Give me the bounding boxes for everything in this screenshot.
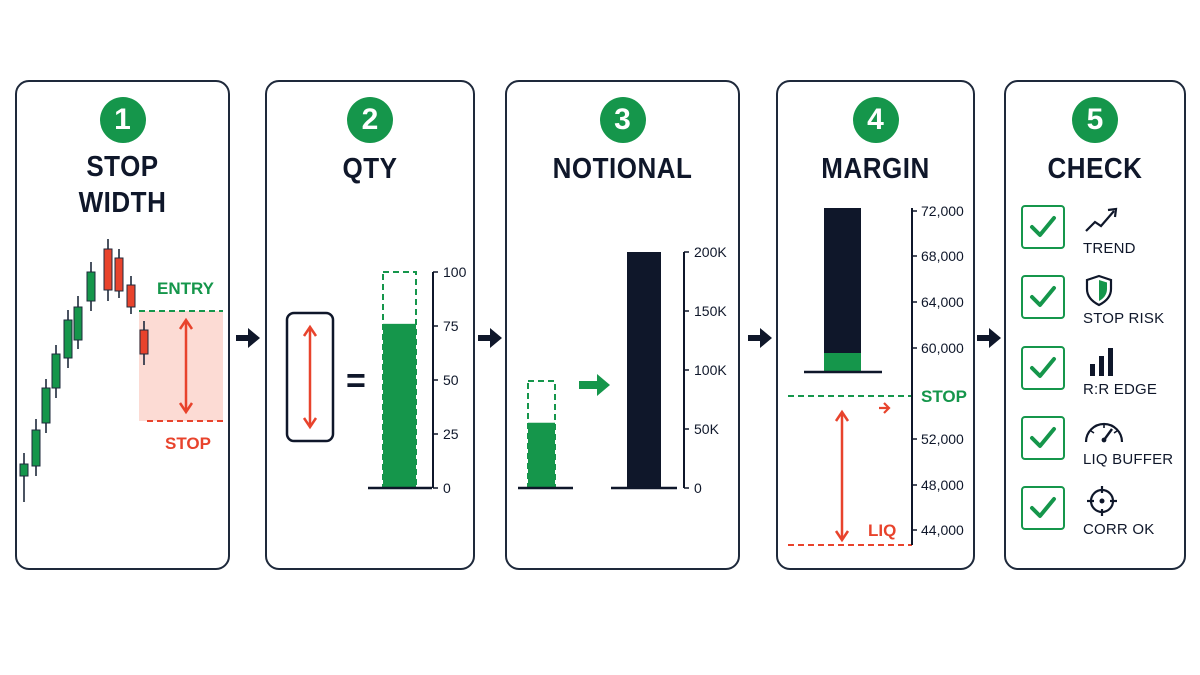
flow-arrow-1 — [236, 328, 260, 348]
axis-tick-label: 100 — [443, 264, 467, 280]
check-icon — [1030, 497, 1056, 518]
axis-tick-label: 68,000 — [921, 248, 964, 264]
stop-label: STOP — [921, 387, 967, 406]
check-label: R:R EDGE — [1083, 381, 1158, 398]
step-panel-notional: 3 NOTIONAL 200K 150K 100K 50K 0 — [505, 80, 740, 570]
candle-body — [73, 306, 83, 341]
candle-body — [41, 387, 51, 424]
trend-up-icon — [1085, 207, 1118, 232]
liq-label: LIQ — [868, 521, 896, 540]
axis-tick-label: 64,000 — [921, 294, 964, 310]
axis-tick-label: 52,000 — [921, 431, 964, 447]
candle-body — [31, 429, 41, 467]
checkbox-checked[interactable] — [1021, 416, 1065, 460]
position-bar — [824, 208, 861, 372]
check-label: LIQ BUFFER — [1083, 451, 1174, 468]
check-label: TREND — [1083, 240, 1136, 257]
qty-axis-ticks — [433, 271, 438, 489]
stop-label: STOP — [165, 434, 211, 453]
notional-figure: 200K 150K 100K 50K 0 — [518, 244, 727, 496]
gauge-icon — [1084, 422, 1124, 443]
step-badge: 4 — [852, 97, 899, 143]
candle-body — [103, 248, 113, 291]
candle-body — [126, 284, 136, 308]
axis-tick-label: 200K — [694, 244, 727, 260]
step-title: NOTIONAL — [552, 151, 693, 185]
check-item-corr-ok: CORR OK — [1006, 484, 1200, 544]
step-panel-qty: 2 QTY = 100 75 50 25 0 — [265, 80, 475, 570]
axis-tick-label: 44,000 — [921, 522, 964, 538]
axis-tick-label: 25 — [443, 426, 459, 442]
axis-tick-label: 75 — [443, 318, 459, 334]
checkbox-checked[interactable] — [1021, 486, 1065, 530]
entry-label: ENTRY — [157, 279, 215, 298]
check-label: CORR OK — [1083, 521, 1155, 538]
axis-tick-label: 50 — [443, 372, 459, 388]
step-title: MARGIN — [821, 151, 930, 185]
qty-bar-fill — [528, 422, 555, 488]
step-badge: 1 — [99, 97, 146, 143]
shield-icon — [1085, 274, 1113, 307]
checkbox-checked[interactable] — [1021, 275, 1065, 319]
candle-body — [63, 319, 73, 359]
axis-tick-label: 60,000 — [921, 340, 964, 356]
axis-tick-label: 72,000 — [921, 203, 964, 219]
step-badge: 3 — [599, 97, 646, 143]
candle-body — [86, 271, 96, 302]
axis-tick-label: 100K — [694, 362, 727, 378]
bar-chart-icon — [1090, 348, 1113, 376]
check-icon — [1030, 216, 1056, 237]
candle-body — [114, 257, 124, 292]
axis-tick-label: 150K — [694, 303, 727, 319]
step-badge: 5 — [1072, 97, 1118, 143]
green-arrow-icon — [579, 374, 610, 396]
step-panel-stop-width: 1 STOP WIDTH ENTRY STOP — [15, 80, 230, 570]
liq-distance-arrow — [834, 409, 850, 543]
check-item-liq-buffer: LIQ BUFFER — [1006, 414, 1200, 474]
notional-bar — [627, 252, 661, 488]
red-pointer-icon — [879, 402, 891, 414]
candlestick-chart: ENTRY STOP — [19, 239, 223, 502]
stop-width-arrow — [178, 317, 194, 415]
check-item-rr-edge: R:R EDGE — [1006, 344, 1200, 404]
step-title: STOP WIDTH — [78, 149, 167, 219]
axis-tick-label: 50K — [694, 421, 720, 437]
check-item-stop-risk: STOP RISK — [1006, 273, 1200, 333]
flow-arrow-2 — [478, 328, 502, 348]
margin-bar — [824, 353, 861, 372]
flow-arrow-4 — [977, 328, 1001, 348]
step-title: QTY — [342, 151, 398, 185]
step-badge: 2 — [347, 97, 393, 143]
margin-axis-ticks — [912, 210, 917, 531]
candle-body — [139, 329, 149, 355]
checkbox-checked[interactable] — [1021, 205, 1065, 249]
check-item-trend: TREND — [1006, 203, 1200, 263]
step-panel-margin: 4 MARGIN STOP LIQ 72,000 68,000 64,000 6… — [776, 80, 975, 570]
axis-tick-label: 0 — [694, 480, 702, 496]
flow-arrow-3 — [748, 328, 772, 348]
check-label: STOP RISK — [1083, 310, 1165, 327]
margin-figure: STOP LIQ 72,000 68,000 64,000 60,000 52,… — [788, 203, 967, 546]
stop-width-box — [285, 311, 335, 443]
check-icon — [1030, 427, 1056, 448]
axis-tick-label: 48,000 — [921, 477, 964, 493]
checkbox-checked[interactable] — [1021, 346, 1065, 390]
axis-tick-label: 0 — [443, 480, 451, 496]
crosshair-icon — [1087, 486, 1117, 516]
qty-figure: = 100 75 50 25 0 — [285, 264, 467, 496]
step-panel-check: 5 CHECK TREND STOP RISK R:R EDGE — [1004, 80, 1186, 570]
candle-body — [51, 353, 61, 389]
step-title: CHECK — [1047, 151, 1143, 185]
equals-sign: = — [346, 362, 366, 400]
stop-width-arrow — [302, 324, 318, 430]
qty-bar-fill — [383, 323, 416, 488]
check-icon — [1030, 357, 1056, 378]
notional-axis-ticks — [684, 251, 689, 489]
candle-body — [19, 463, 29, 477]
check-icon — [1030, 286, 1056, 307]
